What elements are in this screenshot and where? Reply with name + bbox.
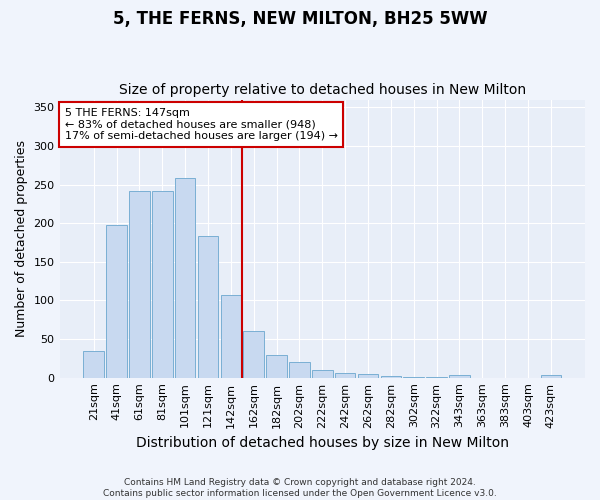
Bar xyxy=(358,374,378,378)
Bar xyxy=(426,377,447,378)
Text: Contains HM Land Registry data © Crown copyright and database right 2024.
Contai: Contains HM Land Registry data © Crown c… xyxy=(103,478,497,498)
Bar xyxy=(221,295,241,378)
Bar xyxy=(449,376,470,378)
Y-axis label: Number of detached properties: Number of detached properties xyxy=(15,140,28,337)
Bar xyxy=(175,178,196,378)
Bar xyxy=(83,350,104,378)
Text: 5 THE FERNS: 147sqm
← 83% of detached houses are smaller (948)
17% of semi-detac: 5 THE FERNS: 147sqm ← 83% of detached ho… xyxy=(65,108,338,141)
Bar xyxy=(380,376,401,378)
Bar xyxy=(312,370,332,378)
Bar xyxy=(244,332,264,378)
Bar xyxy=(289,362,310,378)
Text: 5, THE FERNS, NEW MILTON, BH25 5WW: 5, THE FERNS, NEW MILTON, BH25 5WW xyxy=(113,10,487,28)
Bar xyxy=(129,190,150,378)
Bar xyxy=(541,376,561,378)
Bar xyxy=(152,190,173,378)
Bar xyxy=(403,377,424,378)
Bar xyxy=(266,354,287,378)
Bar xyxy=(106,224,127,378)
Bar xyxy=(335,373,355,378)
Title: Size of property relative to detached houses in New Milton: Size of property relative to detached ho… xyxy=(119,83,526,97)
X-axis label: Distribution of detached houses by size in New Milton: Distribution of detached houses by size … xyxy=(136,436,509,450)
Bar xyxy=(198,236,218,378)
